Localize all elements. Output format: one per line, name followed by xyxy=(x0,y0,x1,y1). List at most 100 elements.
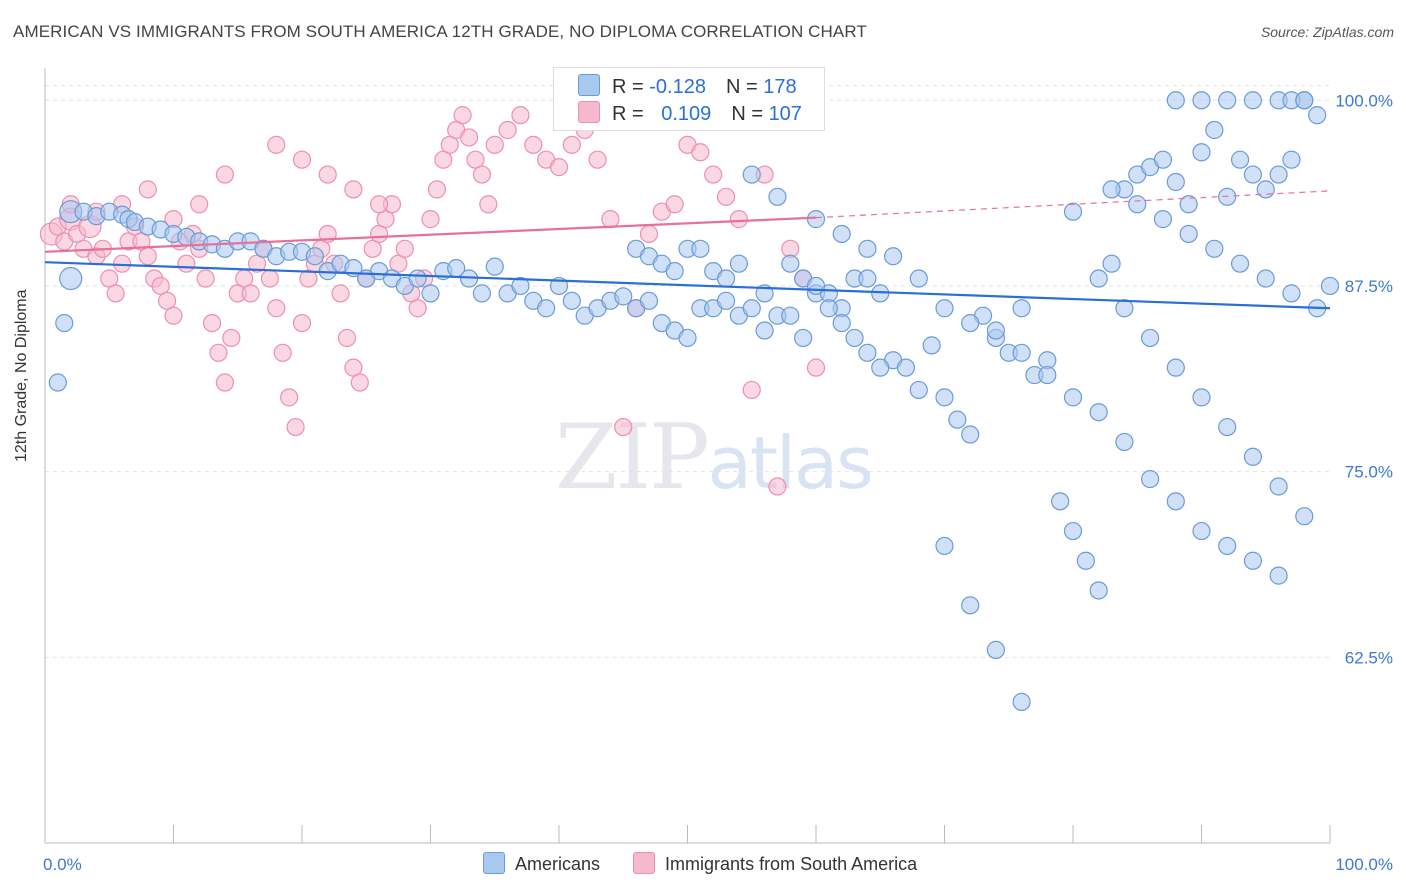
y-tick-label: 87.5% xyxy=(1345,277,1393,296)
point-americans xyxy=(1012,692,1031,711)
point-americans xyxy=(986,640,1006,659)
point-immigrants xyxy=(421,210,440,229)
point-immigrants xyxy=(704,165,723,184)
legend-swatch-americans xyxy=(578,74,600,96)
y-axis-label: 12th Grade, No Diploma xyxy=(13,289,30,462)
point-americans xyxy=(1256,269,1275,288)
point-americans xyxy=(1140,328,1160,348)
point-americans xyxy=(781,306,800,325)
point-americans xyxy=(1192,388,1211,407)
point-americans xyxy=(1063,202,1083,221)
point-immigrants xyxy=(267,135,286,154)
point-americans xyxy=(1166,358,1185,377)
point-americans xyxy=(961,425,980,444)
point-immigrants xyxy=(138,180,157,199)
point-americans xyxy=(935,536,954,556)
point-immigrants xyxy=(196,269,215,288)
point-immigrants xyxy=(280,388,299,407)
legend-r-label: R = xyxy=(612,103,650,125)
point-immigrants xyxy=(453,106,472,125)
point-americans xyxy=(845,328,864,348)
legend-row-immigrants: R = 0.109 N = 107 xyxy=(578,101,802,127)
point-americans xyxy=(858,269,877,288)
point-americans xyxy=(1308,106,1327,125)
point-americans xyxy=(1153,210,1173,229)
point-americans xyxy=(832,224,851,244)
point-americans xyxy=(819,299,838,318)
point-americans xyxy=(1230,150,1250,169)
trend-line-immigrants xyxy=(44,216,817,253)
point-americans xyxy=(1089,269,1108,288)
point-americans xyxy=(1089,403,1108,422)
point-americans xyxy=(922,336,941,355)
point-americans xyxy=(472,284,491,303)
point-immigrants xyxy=(472,165,491,184)
watermark-zip: ZIP xyxy=(555,405,710,510)
point-immigrants xyxy=(337,328,357,348)
point-immigrants xyxy=(485,135,504,154)
point-americans xyxy=(883,247,903,266)
point-americans xyxy=(1063,521,1083,541)
point-americans xyxy=(806,276,826,296)
point-immigrants xyxy=(742,380,761,400)
point-immigrants xyxy=(273,343,292,362)
legend-item-americans: Americans xyxy=(483,852,600,875)
point-americans xyxy=(1102,254,1121,273)
point-immigrants xyxy=(318,165,337,184)
chart-source: Source: ZipAtlas.com xyxy=(1260,24,1394,40)
y-tick-label: 75.0% xyxy=(1345,463,1393,482)
point-americans xyxy=(639,291,659,310)
point-americans xyxy=(1166,172,1185,192)
point-americans xyxy=(935,388,954,407)
point-immigrants xyxy=(209,343,228,362)
point-americans xyxy=(1218,417,1237,437)
legend-n-value: 107 xyxy=(768,103,802,125)
legend-r-value: -0.128 xyxy=(649,76,706,98)
legend-n-value: 178 xyxy=(763,76,797,98)
point-immigrants xyxy=(267,299,286,318)
point-immigrants xyxy=(164,306,183,325)
point-americans xyxy=(716,269,736,288)
point-americans xyxy=(1012,343,1031,362)
point-americans xyxy=(1063,388,1083,407)
y-tick-label: 62.5% xyxy=(1345,648,1393,667)
point-americans xyxy=(1076,551,1095,570)
point-americans xyxy=(665,262,684,281)
point-americans xyxy=(1243,447,1263,466)
point-americans xyxy=(986,321,1006,340)
point-americans xyxy=(1115,432,1134,452)
point-immigrants xyxy=(549,158,569,177)
point-americans xyxy=(909,380,928,400)
trend-line-americans xyxy=(44,261,1331,310)
point-americans xyxy=(1218,91,1237,110)
point-americans xyxy=(716,291,736,310)
point-americans xyxy=(305,247,324,266)
point-americans xyxy=(1230,254,1250,273)
point-americans xyxy=(742,165,761,184)
point-americans xyxy=(1153,150,1173,169)
legend-swatch-americans xyxy=(483,852,505,874)
point-americans xyxy=(1205,239,1224,258)
bottom-legend: Americans Immigrants from South America xyxy=(483,852,945,875)
point-americans xyxy=(1282,284,1301,303)
point-immigrants xyxy=(177,254,196,273)
legend-r-label: R = xyxy=(612,76,650,98)
point-immigrants xyxy=(106,284,125,303)
point-immigrants xyxy=(716,187,736,206)
point-immigrants xyxy=(202,313,222,333)
point-immigrants xyxy=(215,165,234,184)
y-tick-label: 100.0% xyxy=(1335,91,1393,110)
point-americans xyxy=(1218,536,1237,556)
point-americans xyxy=(59,266,83,291)
point-americans xyxy=(1256,180,1275,199)
point-americans xyxy=(1012,299,1031,318)
point-americans xyxy=(1089,581,1108,600)
point-americans xyxy=(961,596,980,615)
point-americans xyxy=(781,254,800,273)
point-immigrants xyxy=(588,150,607,169)
point-immigrants xyxy=(370,195,389,214)
point-americans xyxy=(1051,492,1070,511)
point-americans xyxy=(1243,91,1263,110)
point-immigrants xyxy=(665,195,684,214)
point-immigrants xyxy=(190,195,209,214)
